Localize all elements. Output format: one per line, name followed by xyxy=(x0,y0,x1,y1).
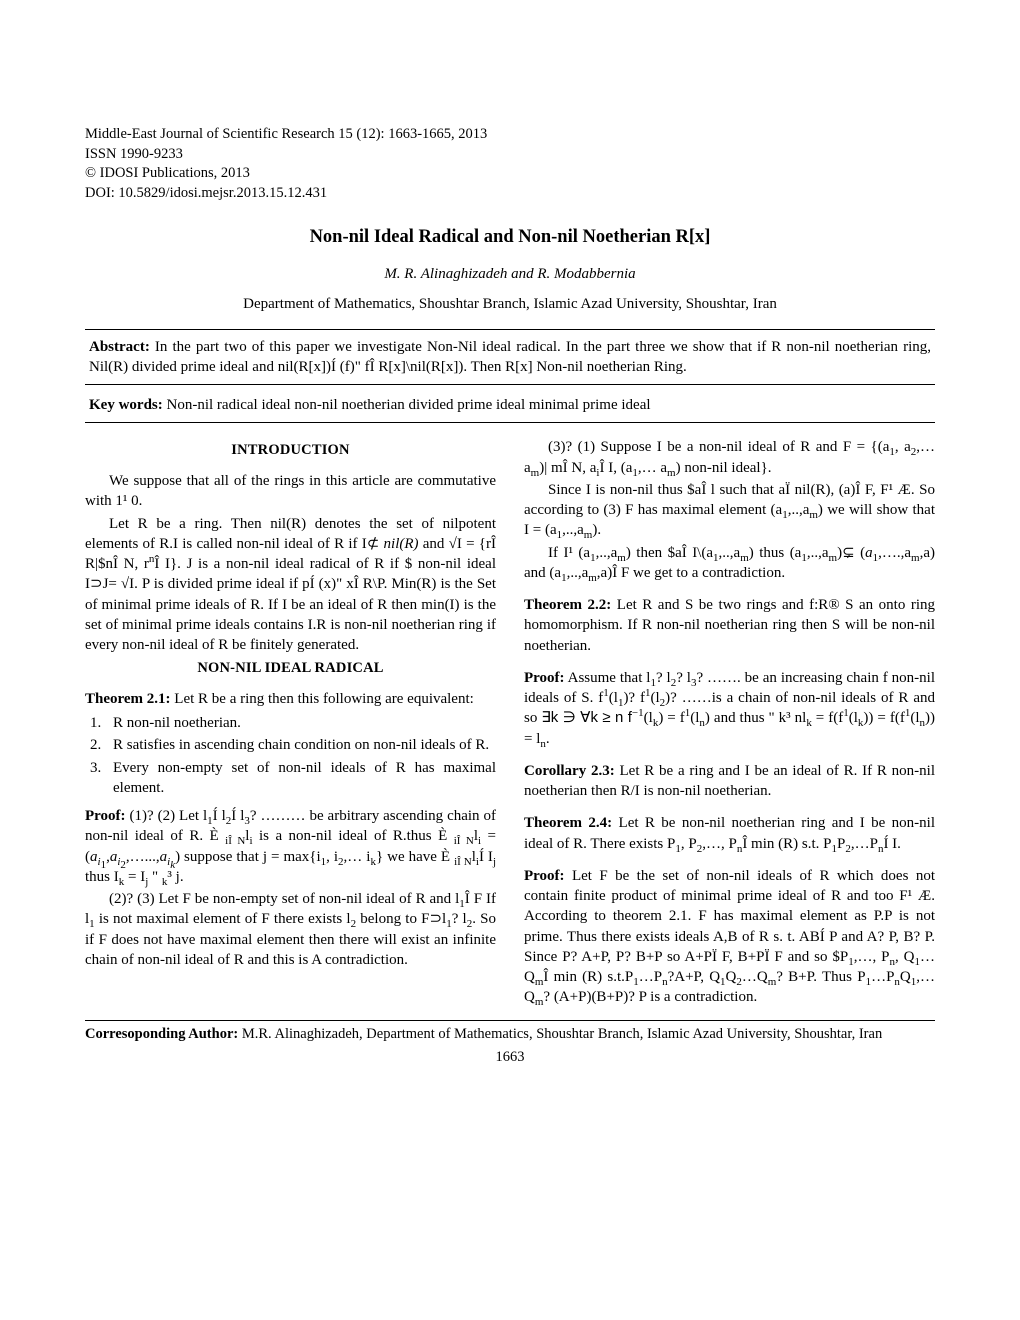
keywords-box: Key words: Non-nil radical ideal non-nil… xyxy=(85,393,935,423)
journal-line-1: Middle-East Journal of Scientific Resear… xyxy=(85,125,935,145)
theorem-2-4: Theorem 2.4: Let R be non-nil noetherian… xyxy=(524,813,935,854)
two-columns: INTRODUCTION We suppose that all of the … xyxy=(85,437,935,1009)
thm21-item-2: R satisfies in ascending chain condition… xyxy=(105,735,496,755)
abstract-box: Abstract: In the part two of this paper … xyxy=(85,329,935,386)
proof-label: Proof: xyxy=(85,808,126,824)
proof-3-1-a: (3)? (1) Suppose I be a non-nil ideal of… xyxy=(524,437,935,478)
proof-3-1-c: If I¹ (a1,..,am) then $aÎ I\(a1,..,am) t… xyxy=(524,543,935,584)
right-column: (3)? (1) Suppose I be a non-nil ideal of… xyxy=(524,437,935,1009)
proof-2-2: Proof: Assume that l1? l2? l3? ……. be an… xyxy=(524,668,935,749)
page: Middle-East Journal of Scientific Resear… xyxy=(0,0,1020,1320)
page-number: 1663 xyxy=(85,1048,935,1068)
proof-1-2: Proof: (1)? (2) Let l1Í l2Í l3? ……… be a… xyxy=(85,806,496,887)
intro-p1: We suppose that all of the rings in this… xyxy=(85,471,496,512)
proof-2-3: (2)? (3) Let F be non-empty set of non-n… xyxy=(85,889,496,970)
journal-line-2: ISSN 1990-9233 xyxy=(85,145,935,165)
intro-p2: Let R be a ring. Then nil(R) denotes the… xyxy=(85,514,496,656)
thm21-item-1: R non-nil noetherian. xyxy=(105,713,496,733)
theorem-2-1-label: Theorem 2.1: xyxy=(85,691,171,707)
paper-title: Non-nil Ideal Radical and Non-nil Noethe… xyxy=(85,225,935,250)
theorem-2-4-label: Theorem 2.4: xyxy=(524,815,612,831)
corresponding-author-text: M.R. Alinaghizadeh, Department of Mathem… xyxy=(238,1026,882,1042)
theorem-2-2-label: Theorem 2.2: xyxy=(524,597,611,613)
left-column: INTRODUCTION We suppose that all of the … xyxy=(85,437,496,1009)
abstract-text: In the part two of this paper we investi… xyxy=(89,339,931,375)
section-nonnil-radical: NON-NIL IDEAL RADICAL xyxy=(85,659,496,679)
journal-line-3: © IDOSI Publications, 2013 xyxy=(85,164,935,184)
authors: M. R. Alinaghizadeh and R. Modabbernia xyxy=(85,264,935,284)
corresponding-author-label: Corresoponding Author: xyxy=(85,1026,238,1042)
thm21-item-3: Every non-empty set of non-nil ideals of… xyxy=(105,758,496,799)
keywords-label: Key words: xyxy=(89,397,163,413)
proof-2-4-label: Proof: xyxy=(524,868,565,884)
proof-2-4: Proof: Let F be the set of non-nil ideal… xyxy=(524,866,935,1008)
section-introduction: INTRODUCTION xyxy=(85,441,496,461)
proof-3-1-b: Since I is non-nil thus $aÎ l such that … xyxy=(524,480,935,541)
keywords-text: Non-nil radical ideal non-nil noetherian… xyxy=(163,397,651,413)
corresponding-author: Corresoponding Author: M.R. Alinaghizade… xyxy=(85,1020,935,1045)
corollary-2-3-label: Corollary 2.3: xyxy=(524,763,615,779)
abstract-label: Abstract: xyxy=(89,339,150,355)
proof-2-2-label: Proof: xyxy=(524,670,565,686)
journal-line-4: DOI: 10.5829/idosi.mejsr.2013.15.12.431 xyxy=(85,184,935,204)
corollary-2-3: Corollary 2.3: Let R be a ring and I be … xyxy=(524,761,935,802)
journal-block: Middle-East Journal of Scientific Resear… xyxy=(85,125,935,203)
department: Department of Mathematics, Shoushtar Bra… xyxy=(85,294,935,314)
theorem-2-1-list: R non-nil noetherian. R satisfies in asc… xyxy=(85,713,496,798)
theorem-2-1: Theorem 2.1: Let R be a ring then this f… xyxy=(85,689,496,709)
theorem-2-2: Theorem 2.2: Let R and S be two rings an… xyxy=(524,595,935,656)
